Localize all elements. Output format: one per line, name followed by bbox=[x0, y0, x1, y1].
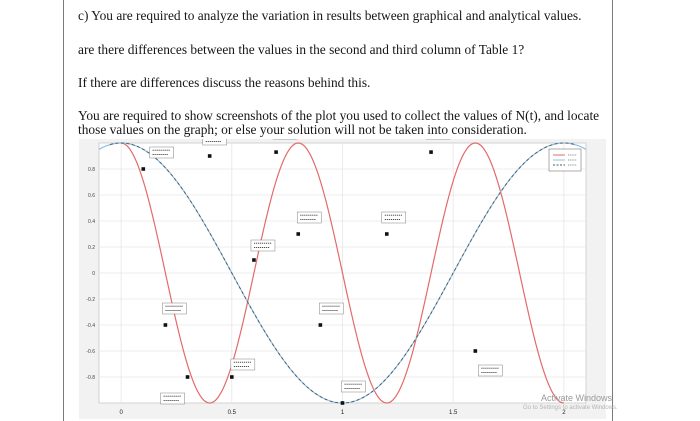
question-line-5: those values on the graph; or else your … bbox=[78, 122, 527, 137]
question-line-3: If there are differences discuss the rea… bbox=[78, 75, 371, 90]
datatip-box bbox=[296, 211, 322, 224]
plot-screenshot: 0 0.5 1 1.5 2 0.8 0.6 0.4 0.2 0 -0.2 -0.4 -0.6 -0.8 bbox=[79, 139, 606, 419]
datatip-box bbox=[341, 380, 366, 393]
datatip-box bbox=[478, 364, 503, 377]
x-tick-label: 0 bbox=[119, 410, 123, 416]
data-point-marker bbox=[230, 375, 234, 379]
data-point-marker bbox=[252, 258, 256, 262]
data-point-marker bbox=[185, 375, 190, 379]
datatip-box bbox=[319, 302, 344, 315]
y-tick-label: -0.4 bbox=[86, 323, 95, 329]
y-tick-label: -0.2 bbox=[86, 297, 95, 303]
datatip-box bbox=[250, 239, 276, 252]
y-tick-label: -0.6 bbox=[86, 349, 95, 355]
x-tick-label: 2 bbox=[562, 410, 566, 416]
document-page bbox=[63, 0, 613, 421]
datatip-box bbox=[149, 146, 174, 159]
x-tick-label: 0.5 bbox=[228, 410, 237, 416]
data-point-marker bbox=[473, 349, 478, 353]
y-tick-label: 0.6 bbox=[88, 193, 95, 199]
data-point-marker bbox=[141, 167, 146, 171]
data-point-marker bbox=[207, 154, 212, 158]
x-tick-label: 1.5 bbox=[449, 410, 458, 416]
y-tick-label: 0 bbox=[92, 271, 95, 277]
y-tick-label: 0.2 bbox=[88, 245, 95, 251]
y-tick-label: 0.8 bbox=[88, 167, 95, 173]
x-tick-label: 1 bbox=[341, 410, 345, 416]
data-point-marker bbox=[429, 150, 433, 154]
y-tick-label: 0.4 bbox=[88, 219, 95, 225]
line-chart: 0 0.5 1 1.5 2 0.8 0.6 0.4 0.2 0 -0.2 -0.4 -0.6 -0.8 bbox=[86, 139, 587, 416]
data-point-marker bbox=[318, 323, 323, 327]
data-point-marker bbox=[296, 232, 301, 236]
question-part-c: c) You are required to analyze the varia… bbox=[78, 8, 582, 23]
data-point-marker bbox=[163, 323, 168, 327]
series-line-red bbox=[121, 142, 564, 404]
datatip-box bbox=[230, 358, 256, 371]
data-point-marker bbox=[340, 401, 345, 405]
datatip-box bbox=[381, 211, 407, 224]
activate-windows-title: Activate Windows bbox=[541, 393, 613, 403]
y-tick-label: -0.8 bbox=[86, 375, 95, 381]
datatip-box bbox=[162, 302, 187, 315]
question-line-2: are there differences between the values… bbox=[78, 42, 525, 57]
question-line-4: You are required to show screenshots of … bbox=[78, 108, 600, 123]
datatip-box bbox=[160, 392, 185, 405]
data-point-marker bbox=[384, 232, 389, 236]
activate-windows-subtitle: Go to Settings to activate Windows. bbox=[523, 405, 618, 411]
data-point-marker bbox=[274, 150, 278, 154]
